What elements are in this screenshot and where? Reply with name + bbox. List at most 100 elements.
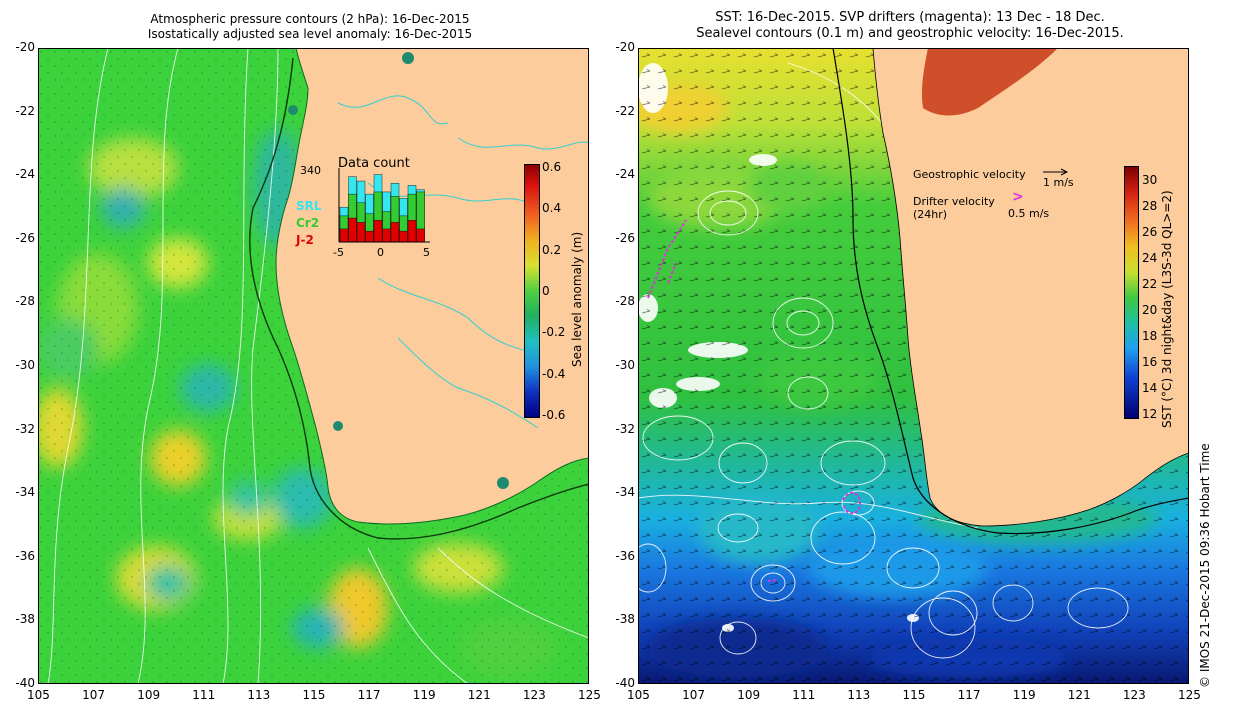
sla-colorbar-tick: 0.2 xyxy=(542,242,562,257)
y-axis-label: -20 xyxy=(15,40,35,54)
sla-colorbar-tick: 0.4 xyxy=(542,201,562,216)
sst-colorbar-tick: 26 xyxy=(1142,225,1158,239)
y-axis-label: -28 xyxy=(15,294,35,309)
x-axis-label: 107 xyxy=(82,688,105,702)
y-axis-label: -24 xyxy=(615,167,635,182)
x-axis-label: 125 xyxy=(578,688,601,702)
shelf-contour xyxy=(832,48,1189,535)
x-axis-label: 111 xyxy=(792,688,816,702)
geo-velocity-label: Geostrophic velocity xyxy=(913,168,1026,181)
histogram-bar-j2 xyxy=(365,230,374,243)
island xyxy=(288,105,298,115)
inset-xtick: 5 xyxy=(423,246,430,259)
legend-cr2: Cr2 xyxy=(296,216,320,230)
sla-colorbar-tick: -0.6 xyxy=(542,408,566,422)
legend-j2: J-2 xyxy=(296,233,314,247)
x-axis-label: 105 xyxy=(27,688,50,702)
x-axis-label: 105 xyxy=(627,688,650,702)
sst-colorbar xyxy=(1124,166,1139,419)
x-axis-label: 121 xyxy=(1067,688,1091,702)
sst-colorbar-tick: 22 xyxy=(1142,277,1158,291)
histogram-bar-j2 xyxy=(382,228,391,243)
x-axis-label: 113 xyxy=(847,688,871,702)
land-contours xyxy=(337,95,589,429)
pressure-contours xyxy=(47,48,589,684)
y-axis-label: -26 xyxy=(615,230,635,245)
left-title-line2: Isostatically adjusted sea level anomaly… xyxy=(147,27,473,41)
legend-srl: SRL xyxy=(296,199,322,213)
histogram-bar-j2 xyxy=(390,222,400,243)
land-australia xyxy=(275,48,589,525)
map-frame xyxy=(638,48,1189,684)
x-axis-label: 123 xyxy=(1122,688,1146,702)
y-axis-label: -38 xyxy=(15,612,35,627)
inset-xtick: -5 xyxy=(333,246,344,259)
y-axis-label: -38 xyxy=(615,612,635,627)
drifter-velocity-label: Drifter velocity xyxy=(913,195,995,208)
right-title-line1: SST: 16-Dec-2015. SVP drifters (magenta)… xyxy=(715,10,1105,25)
left-title-line1: Atmospheric pressure contours (2 hPa): 1… xyxy=(150,12,470,26)
warm-coastal-water xyxy=(921,48,1058,116)
sst-colorbar-label: SST (°C) 3d night&day (L3S-3d QL>=2) xyxy=(1160,190,1174,428)
y-axis-label: -22 xyxy=(15,103,35,118)
sla-colorbar xyxy=(524,164,540,418)
sla-colorbar-tick: -0.4 xyxy=(542,366,566,381)
y-axis-label: -32 xyxy=(615,421,635,436)
y-axis-label: -20 xyxy=(615,40,635,54)
x-axis-label: 115 xyxy=(302,688,326,702)
geo-velocity-arrow xyxy=(1043,168,1069,176)
x-axis-label: 125 xyxy=(1178,688,1201,702)
land-australia xyxy=(872,48,1189,527)
x-axis-label: 109 xyxy=(737,688,761,702)
sea-level-anomaly-map xyxy=(38,48,589,684)
histogram-bar-j2 xyxy=(339,228,349,243)
y-axis-label: -40 xyxy=(15,676,35,690)
histogram-bar-j2 xyxy=(399,230,408,243)
x-axis-label: 117 xyxy=(957,688,981,702)
x-axis-label: 107 xyxy=(682,688,705,702)
x-axis-label: 115 xyxy=(902,688,926,702)
x-axis-label: 109 xyxy=(137,688,161,702)
y-axis-label: -24 xyxy=(15,167,35,182)
shelf-contour xyxy=(249,57,589,540)
island xyxy=(402,52,414,64)
imos-credit: © IMOS 21-Dec-2015 09:36 Hobart Time xyxy=(1198,443,1212,688)
x-axis-label: 119 xyxy=(412,688,436,702)
histogram-bar-j2 xyxy=(356,222,366,243)
y-axis-label: -26 xyxy=(15,230,35,245)
drifter-velocity-sub: (24hr) xyxy=(913,208,948,221)
sst-colorbar-tick: 16 xyxy=(1142,355,1158,369)
x-axis-label: 111 xyxy=(192,688,216,702)
y-axis-label: -36 xyxy=(15,548,35,563)
sst-colorbar-tick: 14 xyxy=(1142,381,1158,395)
x-axis-label: 121 xyxy=(467,688,491,702)
data-count-histogram xyxy=(338,168,430,243)
right-title-line2: Sealevel contours (0.1 m) and geostrophi… xyxy=(696,26,1124,41)
island xyxy=(497,477,509,489)
sst-colorbar-tick: 18 xyxy=(1142,329,1158,343)
sla-colorbar-label: Sea level anomaly (m) xyxy=(570,231,584,367)
y-axis-label: -22 xyxy=(615,103,635,118)
drifter-tracks xyxy=(647,219,862,582)
sla-colorbar-tick: 0.6 xyxy=(542,160,562,174)
sst-colorbar-tick: 28 xyxy=(1142,199,1158,213)
island xyxy=(333,421,343,431)
sst-colorbar-tick: 30 xyxy=(1142,173,1158,187)
inset-ymax-label: 340 xyxy=(300,164,321,177)
y-axis-label: -34 xyxy=(15,485,35,500)
drifter-velocity-symbol: > xyxy=(1012,189,1024,205)
sst-colorbar-tick: 20 xyxy=(1142,303,1158,317)
sla-colorbar-tick: 0 xyxy=(542,284,550,298)
sla-colorbar-tick: -0.2 xyxy=(542,325,566,340)
map-frame xyxy=(38,48,589,684)
histogram-bar-j2 xyxy=(348,217,357,243)
y-axis-label: -34 xyxy=(615,485,635,500)
x-axis-label: 113 xyxy=(247,688,271,702)
x-axis-label: 119 xyxy=(1012,688,1036,702)
sst-map xyxy=(638,48,1189,684)
histogram-bar-j2 xyxy=(407,220,417,243)
inset-xtick: 0 xyxy=(377,246,384,259)
inset-title: Data count xyxy=(338,156,410,171)
y-axis-label: -30 xyxy=(615,358,635,372)
histogram-bar-j2 xyxy=(373,220,383,243)
